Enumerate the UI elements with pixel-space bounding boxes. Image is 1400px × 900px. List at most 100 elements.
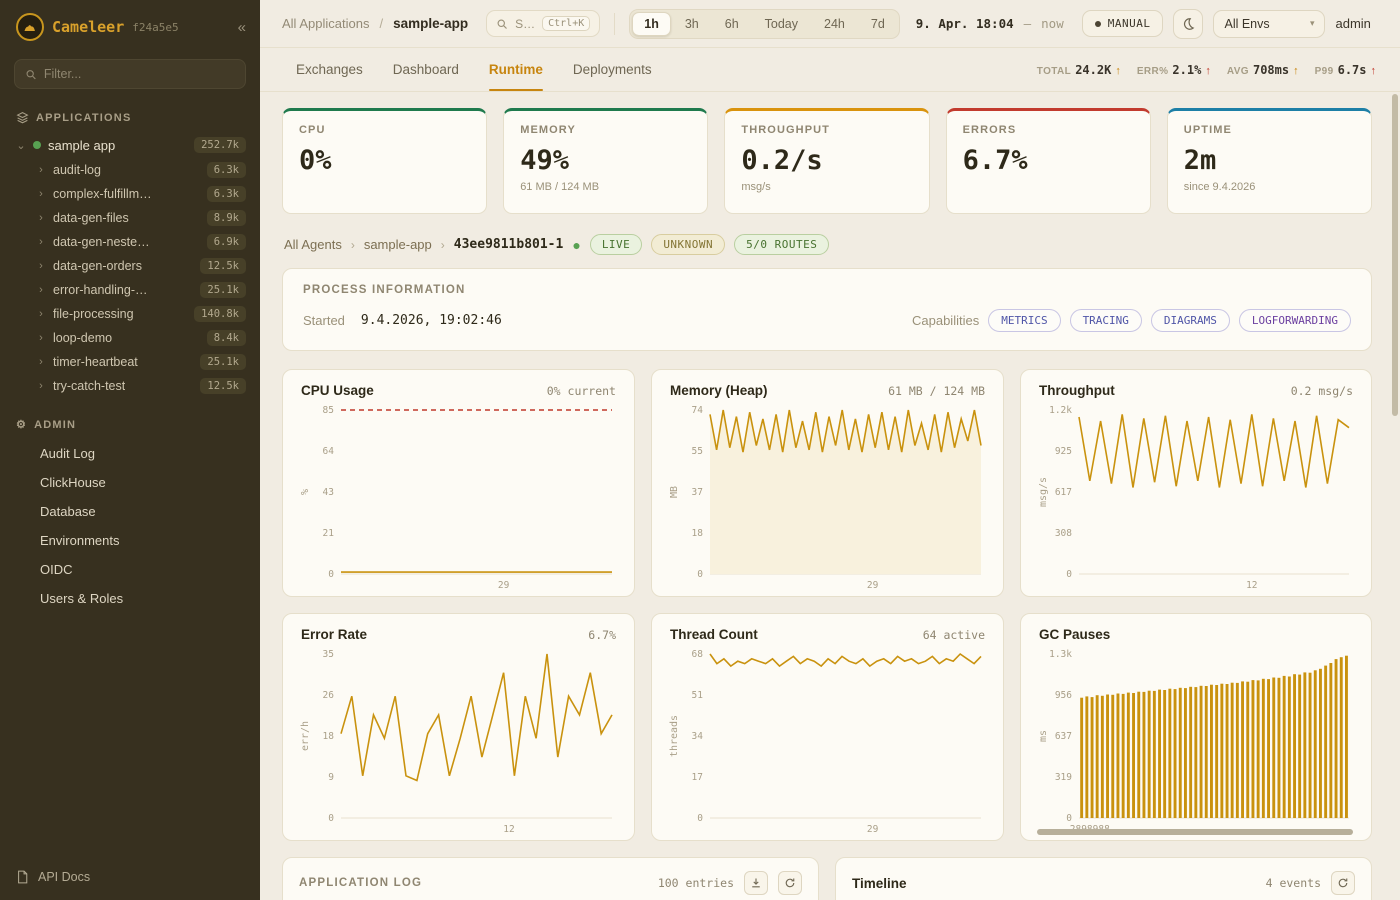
chart-plot: 85 64 43 21 0% 29 (297, 402, 620, 592)
sidebar-admin-item[interactable]: Audit Log (40, 446, 95, 461)
sidebar-item-route[interactable]: › data-gen-neste… 6.9k (0, 230, 260, 254)
sidebar-collapse-button[interactable]: « (237, 18, 246, 36)
time-range-button[interactable]: 3h (673, 12, 711, 36)
metric-label: MEMORY (520, 124, 576, 136)
route-name-label: data-gen-orders (53, 259, 142, 273)
svg-text:29: 29 (867, 824, 879, 835)
chart-card: Throughput 0.2 msg/s 1.2k 925 617 308 0 msg/s… (1020, 369, 1372, 597)
chart-title: Thread Count (670, 627, 758, 642)
page-scrollbar[interactable] (1391, 94, 1399, 898)
sidebar-item-route[interactable]: › data-gen-orders 12.5k (0, 254, 260, 278)
sidebar-item-sample-app[interactable]: ⌄ sample app 252.7k (0, 132, 260, 158)
svg-text:43: 43 (323, 487, 334, 498)
metric-label: UPTIME (1183, 124, 1232, 136)
admin-section: ⚙ ADMIN Audit Log ClickHouse Database En… (0, 408, 260, 613)
tab-item[interactable]: Dashboard (393, 49, 459, 90)
filter-input[interactable] (43, 67, 235, 81)
time-to: now (1041, 16, 1064, 31)
time-range-button[interactable]: 6h (713, 12, 751, 36)
svg-text:threads: threads (669, 715, 680, 757)
stat-value: 708ms (1252, 62, 1290, 77)
svg-text:18: 18 (323, 731, 335, 742)
svg-text:55: 55 (692, 446, 703, 457)
agents-breadcrumb-app[interactable]: sample-app (363, 237, 432, 252)
applications-section-label: APPLICATIONS (36, 111, 132, 124)
chart-title: GC Pauses (1039, 627, 1111, 642)
status-dot-icon (33, 141, 41, 149)
metric-subtext: msg/s (741, 181, 771, 193)
stat-label: ERR% (1136, 65, 1169, 77)
sidebar-admin-item[interactable]: OIDC (40, 562, 73, 577)
trend-up-icon: ↑ (1205, 64, 1211, 77)
capability-badge: LOGFORWARDING (1238, 309, 1351, 332)
tab-item[interactable]: Runtime (488, 49, 543, 91)
chart-plot: 35 26 18 9 0 err/h 12 (297, 646, 620, 836)
sidebar-item-route[interactable]: › data-gen-files 8.9k (0, 206, 260, 230)
api-docs-label: API Docs (38, 870, 91, 884)
route-count-badge: 140.8k (194, 306, 246, 322)
sidebar-item-route[interactable]: › error-handling-… 25.1k (0, 278, 260, 302)
document-icon (18, 870, 28, 884)
svg-text:12: 12 (503, 824, 514, 835)
environment-select[interactable]: All Envs ▾ (1213, 9, 1326, 38)
metric-subtext: 61 MB / 124 MB (520, 181, 600, 193)
refresh-log-button[interactable] (778, 871, 802, 895)
sidebar-item-route[interactable]: › complex-fulfillm… 6.3k (0, 182, 260, 206)
route-count-badge: 25.1k (200, 282, 246, 298)
svg-text:%: % (300, 489, 311, 495)
svg-text:37: 37 (692, 487, 703, 498)
manual-label: MANUAL (1107, 17, 1151, 30)
download-log-button[interactable] (744, 871, 768, 895)
svg-text:msg/s: msg/s (1038, 477, 1049, 507)
refresh-timeline-button[interactable] (1331, 871, 1355, 895)
manual-refresh-button[interactable]: MANUAL (1081, 10, 1164, 37)
sidebar-item-route[interactable]: › audit-log 6.3k (0, 158, 260, 182)
svg-text:12: 12 (1246, 580, 1257, 591)
sidebar-admin-item[interactable]: Database (40, 504, 96, 519)
chart-header: Error Rate 6.7% (297, 627, 620, 642)
search-icon (26, 69, 36, 79)
sidebar-item-route[interactable]: › try-catch-test 12.5k (0, 374, 260, 398)
route-count-badge: 8.9k (206, 210, 246, 226)
svg-text:0: 0 (697, 569, 703, 580)
global-search-input[interactable]: S… Ctrl+K (486, 10, 601, 37)
time-range-button[interactable]: 7d (859, 12, 897, 36)
api-docs-link[interactable]: API Docs (0, 856, 260, 900)
breadcrumb-root[interactable]: All Applications (282, 16, 370, 31)
tab-item[interactable]: Exchanges (296, 49, 363, 90)
agents-breadcrumb-root[interactable]: All Agents (284, 237, 342, 252)
chart-title: Throughput (1039, 383, 1115, 398)
time-range-button[interactable]: 1h (632, 11, 671, 36)
svg-text:1.2k: 1.2k (1049, 405, 1072, 416)
sidebar-admin-item[interactable]: Environments (40, 533, 120, 548)
time-range-button[interactable]: Today (753, 12, 810, 36)
trend-up-icon: ↑ (1293, 64, 1299, 77)
scrollbar-thumb[interactable] (1392, 94, 1398, 416)
svg-text:18: 18 (692, 528, 704, 539)
route-count-badge: 12.5k (200, 258, 246, 274)
metric-value: 49% (520, 145, 569, 176)
svg-text:0: 0 (328, 813, 334, 824)
route-name-label: error-handling-… (53, 283, 148, 297)
metric-label: ERRORS (962, 124, 1017, 136)
capability-badge: DIAGRAMS (1150, 309, 1230, 332)
started-label: Started (303, 313, 345, 328)
sidebar-admin-item[interactable]: Users & Roles (40, 591, 124, 606)
sidebar-item-route[interactable]: › timer-heartbeat 25.1k (0, 350, 260, 374)
app-name-label: sample app (48, 137, 116, 153)
capability-badge: TRACING (1069, 309, 1142, 332)
application-log-panel: APPLICATION LOG 100 entries (282, 857, 819, 900)
dark-mode-toggle[interactable] (1173, 8, 1204, 39)
trend-up-icon: ↑ (1370, 64, 1377, 77)
time-range-button[interactable]: 24h (812, 12, 857, 36)
agent-status-pills: LIVE UNKNOWN 5/0 ROUTES (589, 234, 830, 255)
chart-plot: 1.3k9566373190ms2898988 (1035, 646, 1357, 836)
chart-card: CPU Usage 0% current 85 64 43 21 0% 29 (282, 369, 635, 597)
sidebar-item-route[interactable]: › file-processing 140.8k (0, 302, 260, 326)
tab-item[interactable]: Deployments (573, 49, 652, 90)
sidebar-item-route[interactable]: › loop-demo 8.4k (0, 326, 260, 350)
sidebar-admin-item[interactable]: ClickHouse (40, 475, 106, 490)
app-count-badge: 252.7k (194, 137, 246, 153)
time-dash: — (1023, 16, 1032, 31)
metric-label: CPU (299, 124, 326, 136)
